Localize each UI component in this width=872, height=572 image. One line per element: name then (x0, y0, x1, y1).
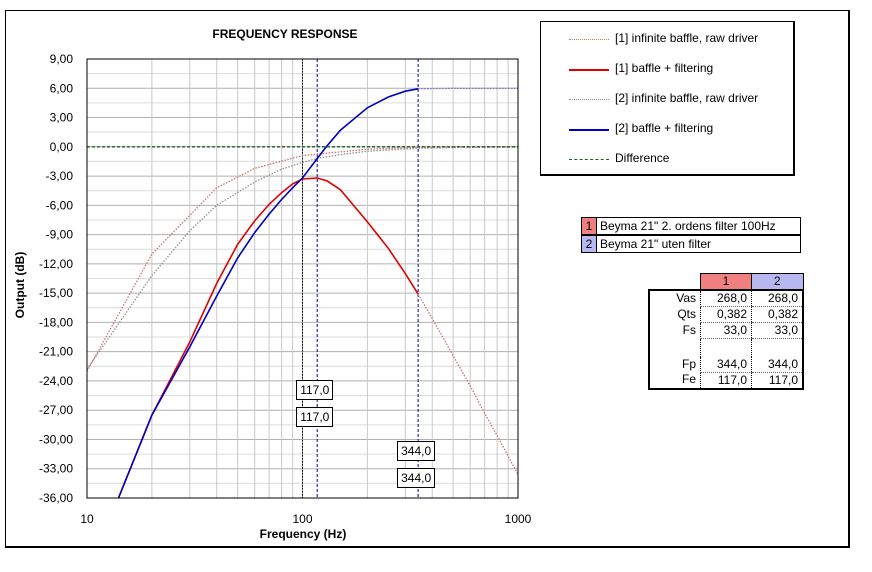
param-spacer (700, 338, 752, 357)
x-tick-label: 100 (292, 512, 312, 526)
frequency-marker-label: 117,0 (296, 407, 334, 428)
legend-label: [1] baffle + filtering (615, 61, 714, 75)
series-lines (86, 87, 519, 499)
param-value: 0,382 (751, 306, 804, 323)
y-tick-label: -12,00 (39, 257, 73, 271)
y-tick-label: 9,00 (50, 52, 74, 66)
series-line (117, 88, 419, 499)
driver-name: Beyma 21" uten filter (600, 237, 711, 251)
legend-swatch (569, 159, 609, 160)
x-tick-label: 1000 (505, 512, 532, 526)
series-line (86, 146, 519, 370)
legend-swatch (569, 99, 609, 100)
param-value: 268,0 (751, 289, 804, 307)
driver-number: 1 (582, 218, 597, 234)
parameter-table: 1 2 Vas 268,0 268,0 Qts 0,382 0,382 Fs 3… (648, 273, 804, 390)
param-label: Fs (648, 322, 701, 339)
y-tick-label: -3,00 (46, 169, 74, 183)
param-label: Fe (648, 372, 701, 390)
y-tick-label: -21,00 (39, 345, 73, 359)
param-spacer (751, 338, 804, 357)
driver-name: Beyma 21" 2. ordens filter 100Hz (600, 219, 776, 233)
param-header-2: 2 (751, 273, 804, 291)
y-tick-label: -9,00 (46, 228, 74, 242)
y-axis-label: Output (dB) (13, 252, 27, 319)
y-tick-label: -33,00 (39, 462, 73, 476)
frequency-marker-label: 117,0 (296, 379, 334, 400)
legend-swatch (569, 39, 609, 40)
legend-label: [2] baffle + filtering (615, 121, 714, 135)
y-tick-label: 3,00 (50, 111, 74, 125)
y-tick-label: -27,00 (39, 403, 73, 417)
y-tick-label: -18,00 (39, 315, 73, 329)
param-value: 117,0 (700, 372, 752, 390)
y-tick-label: -6,00 (46, 198, 74, 212)
param-value: 117,0 (751, 372, 804, 390)
param-value: 268,0 (700, 289, 752, 307)
param-label: Qts (648, 306, 701, 323)
plot-area-border (86, 58, 519, 499)
param-label: Fp (648, 356, 701, 372)
legend-entry: Difference (541, 151, 791, 169)
legend-label: Difference (615, 151, 670, 165)
param-value: 33,0 (751, 322, 804, 339)
y-tick-label: -15,00 (39, 286, 73, 300)
param-spacer (648, 338, 701, 357)
legend-swatch (569, 69, 609, 71)
series-line (117, 177, 419, 499)
legend-entry: [1] infinite baffle, raw driver (541, 31, 791, 49)
frequency-marker-label: 344,0 (397, 468, 436, 489)
param-value: 344,0 (751, 356, 804, 373)
driver-number: 2 (582, 236, 597, 252)
y-tick-label: -24,00 (39, 374, 73, 388)
param-value: 0,382 (700, 306, 752, 323)
axis-ticks: 9,00 6,00 3,00 0,00 -3,00 -6,00 -9,00 -12,00 -15… (39, 52, 532, 526)
param-value: 33,0 (700, 322, 752, 339)
y-tick-label: 6,00 (50, 81, 74, 95)
param-label: Vas (648, 289, 701, 307)
y-tick-label: -36,00 (39, 491, 73, 505)
driver-entry: 1 Beyma 21" 2. ordens filter 100Hz (581, 217, 801, 235)
series-line (86, 146, 519, 372)
x-tick-label: 10 (80, 512, 94, 526)
y-tick-label: 0,00 (50, 140, 74, 154)
driver-entry: 2 Beyma 21" uten filter (581, 235, 801, 253)
legend-entry: [1] baffle + filtering (541, 61, 791, 79)
legend-label: [1] infinite baffle, raw driver (615, 31, 759, 45)
chart-legend: [1] infinite baffle, raw driver [1] baffl… (540, 21, 795, 176)
legend-entry: [2] infinite baffle, raw driver (541, 91, 791, 109)
param-value: 344,0 (700, 356, 752, 373)
legend-entry: [2] baffle + filtering (541, 121, 791, 139)
frequency-marker-label: 344,0 (397, 441, 436, 462)
legend-label: [2] infinite baffle, raw driver (615, 91, 759, 105)
chart-title: FREQUENCY RESPONSE (212, 27, 357, 41)
y-tick-label: -30,00 (39, 432, 73, 446)
legend-swatch (569, 129, 609, 131)
param-header-1: 1 (700, 273, 752, 291)
x-axis-label: Frequency (Hz) (260, 527, 347, 541)
series-line (417, 293, 519, 475)
